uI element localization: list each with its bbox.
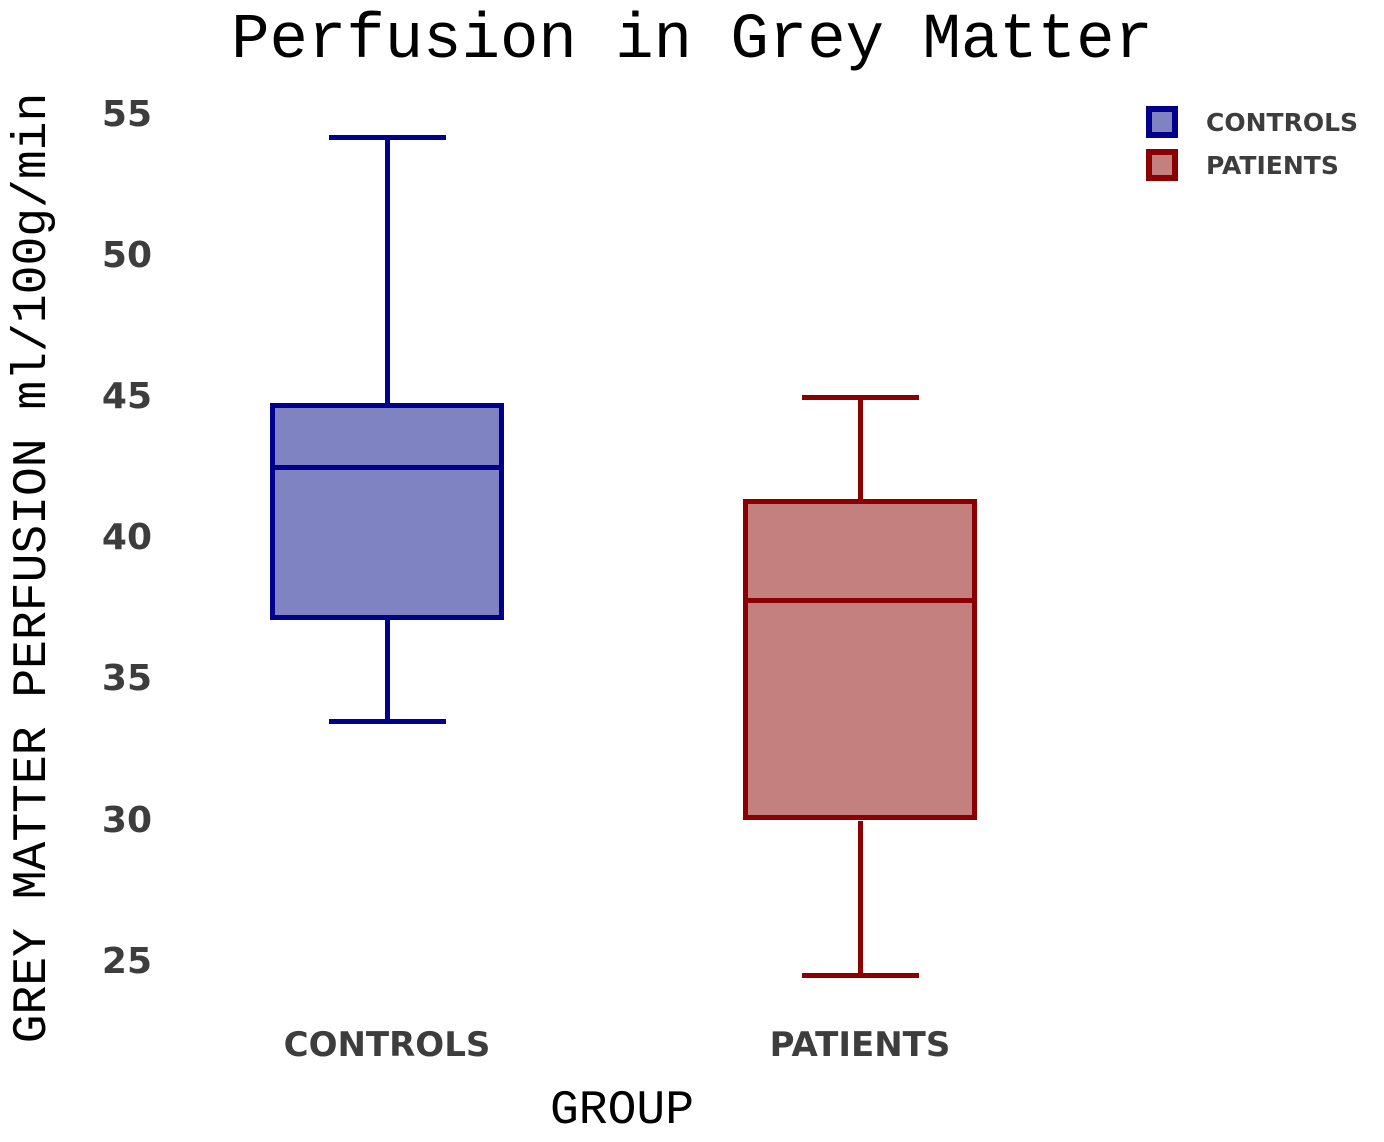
y-tick-label-35: 35 bbox=[101, 658, 152, 700]
legend: CONTROLS PATIENTS bbox=[1146, 106, 1358, 181]
box-patients bbox=[743, 498, 977, 821]
legend-swatch-patients bbox=[1146, 149, 1178, 181]
legend-label-controls: CONTROLS bbox=[1206, 107, 1359, 137]
median-line-controls bbox=[270, 465, 504, 471]
legend-label-patients: PATIENTS bbox=[1206, 150, 1339, 180]
legend-swatch-controls bbox=[1146, 106, 1178, 138]
box-controls bbox=[270, 402, 504, 621]
whisker-cap-lower-controls bbox=[328, 719, 446, 725]
chart-title: Perfusion in Grey Matter bbox=[231, 5, 1153, 77]
whisker-cap-upper-patients bbox=[801, 394, 919, 400]
whisker-lower-controls bbox=[384, 620, 390, 722]
legend-item-patients: PATIENTS bbox=[1146, 149, 1358, 181]
y-tick-label-55: 55 bbox=[101, 94, 152, 135]
whisker-upper-patients bbox=[857, 397, 863, 499]
x-axis-label: GROUP bbox=[549, 1084, 695, 1138]
y-tick-label-30: 30 bbox=[101, 799, 152, 841]
whisker-cap-upper-controls bbox=[328, 135, 446, 141]
y-tick-label-45: 45 bbox=[101, 376, 152, 418]
whisker-cap-lower-patients bbox=[801, 973, 919, 979]
x-tick-label-controls: CONTROLS bbox=[283, 1025, 491, 1065]
x-tick-label-patients: PATIENTS bbox=[769, 1025, 951, 1065]
whisker-upper-controls bbox=[384, 137, 390, 403]
legend-item-controls: CONTROLS bbox=[1146, 106, 1358, 138]
y-tick-label-25: 25 bbox=[101, 940, 152, 982]
y-tick-label-40: 40 bbox=[101, 517, 152, 559]
y-tick-label-50: 50 bbox=[101, 235, 152, 277]
median-line-patients bbox=[743, 597, 977, 603]
whisker-lower-patients bbox=[857, 820, 863, 976]
